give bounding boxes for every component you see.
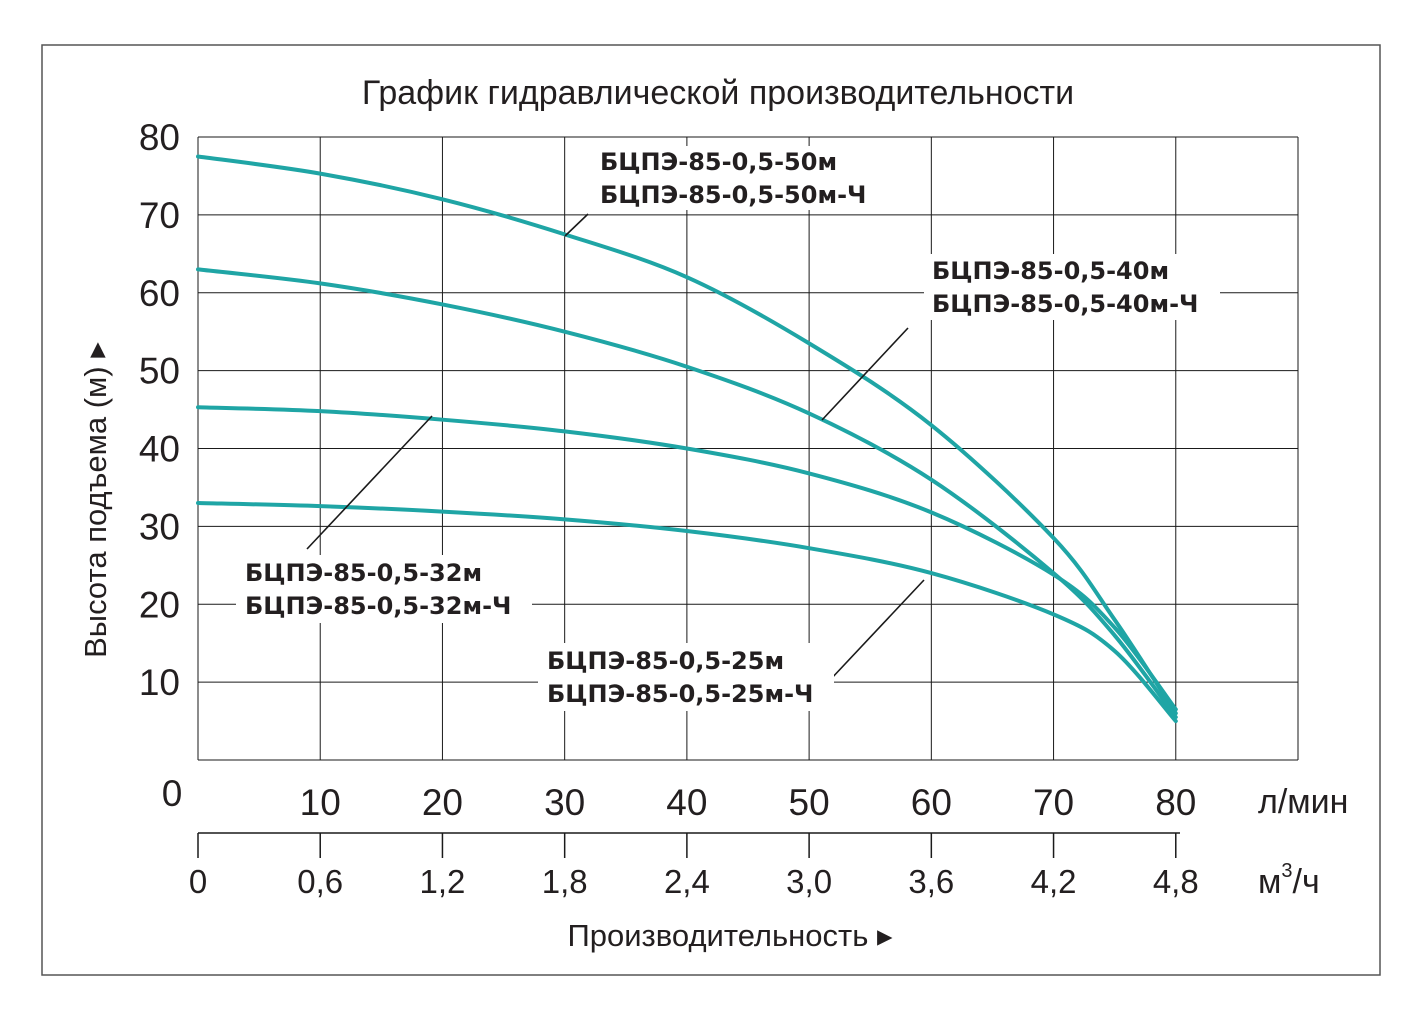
series-label-40m-bg (924, 254, 1220, 320)
grid (197, 136, 1299, 761)
x-tick-label-secondary: 3,6 (908, 863, 954, 900)
series-label-40m: БЦПЭ-85-0,5-40м БЦПЭ-85-0,5-40м-Ч (924, 254, 1220, 320)
y-tick-label: 80 (139, 117, 180, 158)
chart-title: График гидравлической производительности (362, 74, 1074, 112)
x-tick-label-secondary: 4,8 (1153, 863, 1199, 900)
curves (196, 154, 1178, 724)
x-tick-label-primary: 50 (789, 782, 830, 823)
x-tick-label-primary: 40 (666, 782, 707, 823)
x-tick-label-primary: 70 (1033, 782, 1074, 823)
chart-frame (41, 44, 1381, 976)
leader-line-0 (564, 213, 589, 237)
x-unit-secondary: м3/ч (1258, 860, 1320, 901)
x-tick-label-primary: 60 (911, 782, 952, 823)
x-tick-label-secondary: 0,6 (297, 863, 343, 900)
series-curve-2 (196, 405, 1178, 712)
leader-lines (306, 213, 925, 681)
x-tick-label-primary: 80 (1155, 782, 1196, 823)
x-tick-labels-primary: 10 20 30 40 50 60 70 80 (300, 782, 1197, 823)
x-unit-primary: л/мин (1258, 783, 1348, 821)
y-tick-label: 50 (139, 351, 180, 392)
x-tick-label-secondary: 1,2 (420, 863, 466, 900)
series-label-32m-line2: БЦПЭ-85-0,5-32м-Ч (245, 592, 511, 620)
series-curve-1 (196, 267, 1178, 720)
series-label-25m: БЦПЭ-85-0,5-25м БЦПЭ-85-0,5-25м-Ч (538, 643, 834, 711)
x-unit-secondary-base: м (1258, 863, 1281, 901)
series-curve-3 (196, 501, 1178, 724)
x-tick-label-primary: 20 (422, 782, 463, 823)
series-label-25m-line1: БЦПЭ-85-0,5-25м (547, 647, 784, 675)
y-tick-labels: 10 20 30 40 50 60 70 80 (139, 117, 180, 703)
x-tick-label-primary: 30 (544, 782, 585, 823)
series-curve-0 (196, 154, 1178, 716)
x-tick-labels-secondary: 0 0,6 1,2 1,8 2,4 3,0 3,6 4,2 4,8 (189, 833, 1199, 900)
series-label-32m: БЦПЭ-85-0,5-32м БЦПЭ-85-0,5-32м-Ч (236, 555, 532, 623)
x-axis-label: Производительность ▸ (567, 918, 893, 953)
x-tick-label-secondary: 4,2 (1031, 863, 1077, 900)
series-label-40m-line2: БЦПЭ-85-0,5-40м-Ч (932, 290, 1198, 318)
series-label-50m: БЦПЭ-85-0,5-50м БЦПЭ-85-0,5-50м-Ч (590, 146, 880, 210)
series-label-32m-bg (236, 555, 532, 623)
x-unit-secondary-sup: 3 (1281, 860, 1292, 882)
y-zero-label: 0 (162, 773, 183, 814)
y-tick-label: 70 (139, 195, 180, 236)
y-tick-label: 30 (139, 506, 180, 547)
y-axis-label: Высота подъема (м) ▸ (78, 342, 113, 658)
leader-line-2 (306, 415, 433, 550)
x-tick-label-secondary: 0 (189, 863, 207, 900)
series-label-32m-line1: БЦПЭ-85-0,5-32м (245, 559, 482, 587)
series-label-25m-line2: БЦПЭ-85-0,5-25м-Ч (547, 680, 813, 708)
x-tick-label-secondary: 3,0 (786, 863, 832, 900)
y-tick-label: 60 (139, 273, 180, 314)
series-label-50m-line1: БЦПЭ-85-0,5-50м (600, 148, 837, 176)
series-label-50m-line2: БЦПЭ-85-0,5-50м-Ч (600, 181, 866, 209)
y-tick-label: 20 (139, 584, 180, 625)
x-unit-secondary-tail: /ч (1293, 863, 1320, 901)
leader-line-1 (821, 327, 909, 421)
x-tick-label-primary: 10 (300, 782, 341, 823)
y-tick-label: 40 (139, 429, 180, 470)
y-tick-label: 10 (139, 662, 180, 703)
series-label-25m-bg (538, 643, 834, 711)
series-label-40m-line1: БЦПЭ-85-0,5-40м (932, 257, 1169, 285)
series-label-50m-bg (590, 146, 880, 210)
x-tick-label-secondary: 2,4 (664, 863, 710, 900)
x-tick-label-secondary: 1,8 (542, 863, 588, 900)
leader-line-3 (829, 579, 925, 681)
